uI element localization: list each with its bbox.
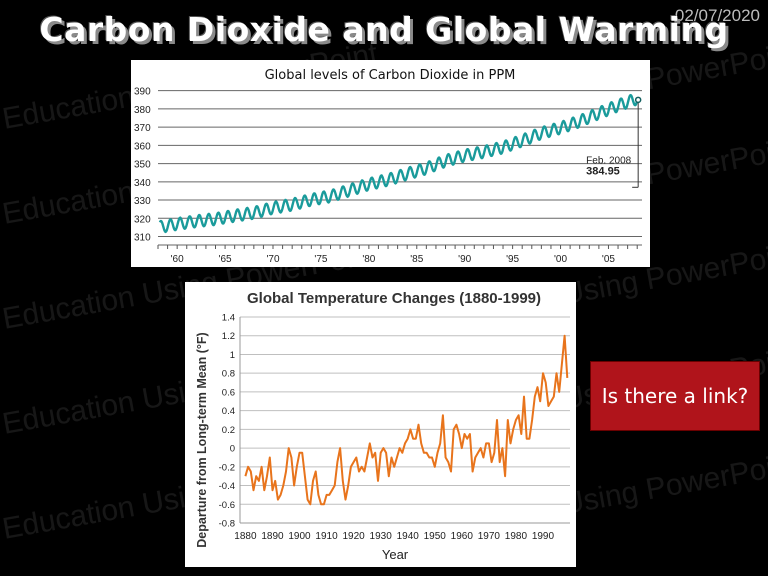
x-tick-label: 1920 <box>342 531 365 542</box>
x-tick-label: 1930 <box>370 531 393 542</box>
x-tick-label: 1890 <box>261 531 284 542</box>
y-tick-label: -0.6 <box>219 500 235 511</box>
y-tick-label: 360 <box>134 141 151 152</box>
x-tick-label: 1970 <box>478 531 501 542</box>
y-tick-label: 390 <box>134 87 151 98</box>
chart-title: Global Temperature Changes (1880-1999) <box>247 290 541 307</box>
temperature-series-line <box>244 334 569 506</box>
x-tick-label: 1880 <box>234 531 257 542</box>
y-tick-label: 310 <box>134 233 151 244</box>
x-tick-label: 1910 <box>315 531 338 542</box>
callout-box: Is there a link? <box>590 361 760 431</box>
y-tick-label: -0.4 <box>219 481 235 492</box>
y-tick-label: -0.8 <box>219 519 235 530</box>
y-tick-label: 0 <box>230 444 235 455</box>
x-tick-label: '00 <box>554 254 567 265</box>
x-tick-label: 1900 <box>288 531 311 542</box>
chart-title: Global levels of Carbon Dioxide in PPM <box>265 68 516 83</box>
slide-title: Carbon Dioxide and Global Warming <box>39 10 729 49</box>
x-tick-label: '90 <box>458 254 471 265</box>
y-tick-label: 0.8 <box>222 369 235 380</box>
y-tick-label: 380 <box>134 105 151 116</box>
x-tick-label: '60 <box>171 254 184 265</box>
x-tick-label: '95 <box>506 254 519 265</box>
annotation-value: 384.95 <box>586 166 620 178</box>
annotation-point <box>634 96 642 104</box>
x-tick-label: 1980 <box>505 531 528 542</box>
co2-chart-svg: Global levels of Carbon Dioxide in PPM 31… <box>134 68 642 265</box>
x-tick-label: 1950 <box>424 531 447 542</box>
y-axis-label: Departure from Long-term Mean (°F) <box>195 332 209 547</box>
co2-chart: Global levels of Carbon Dioxide in PPM 31… <box>131 60 650 267</box>
y-tick-label: 0.4 <box>222 406 235 417</box>
y-tick-label: 1.4 <box>222 313 235 324</box>
x-tick-label: '70 <box>266 254 279 265</box>
x-tick-label: '05 <box>602 254 615 265</box>
annotation-label: Feb. 2008 <box>586 156 631 167</box>
x-tick-label: '65 <box>219 254 232 265</box>
y-tick-label: 370 <box>134 123 151 134</box>
y-tick-label: 1 <box>230 350 235 361</box>
y-tick-label: 330 <box>134 196 151 207</box>
y-tick-label: 1.2 <box>222 331 235 342</box>
y-tick-label: 0.2 <box>222 425 235 436</box>
x-tick-label: 1960 <box>451 531 474 542</box>
x-tick-label: '75 <box>314 254 327 265</box>
temperature-chart-svg: Global Temperature Changes (1880-1999) -0… <box>195 290 570 562</box>
y-tick-label: 340 <box>134 178 151 189</box>
co2-series-line <box>158 93 640 234</box>
x-tick-label: 1990 <box>532 531 555 542</box>
callout-text: Is there a link? <box>601 383 749 408</box>
y-tick-label: -0.2 <box>219 462 235 473</box>
y-tick-label: 320 <box>134 214 151 225</box>
temperature-chart: Global Temperature Changes (1880-1999) -0… <box>185 282 576 567</box>
x-tick-label: '85 <box>410 254 423 265</box>
slide-date: 02/07/2020 <box>674 6 760 25</box>
y-tick-label: 350 <box>134 160 151 171</box>
x-tick-label: '80 <box>362 254 375 265</box>
y-tick-label: 0.6 <box>222 387 235 398</box>
x-axis-label: Year <box>382 547 409 562</box>
x-tick-label: 1940 <box>397 531 420 542</box>
